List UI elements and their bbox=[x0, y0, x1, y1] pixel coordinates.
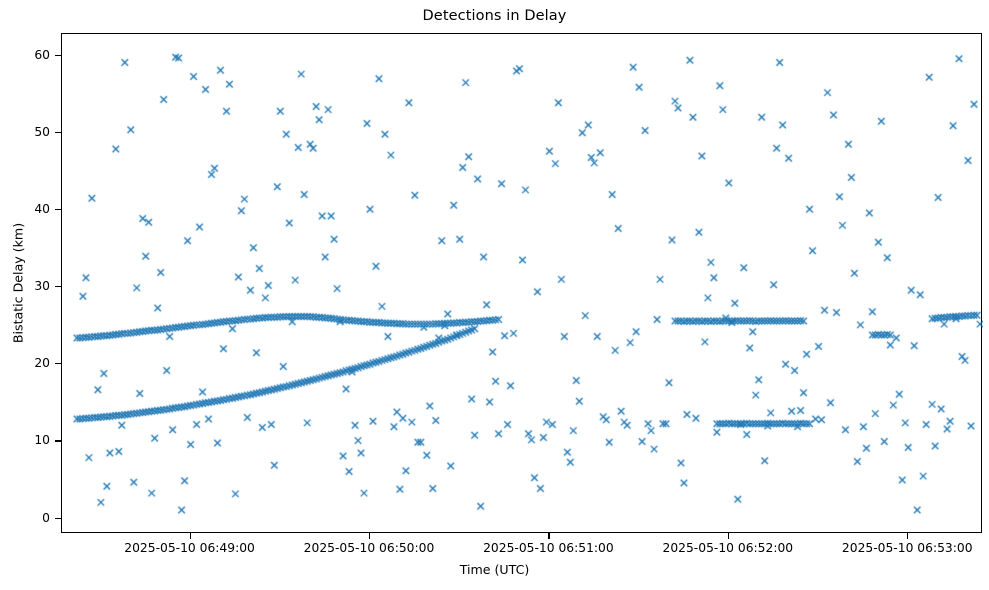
y-tick-label-group: 0 10 20 30 40 50 60 bbox=[0, 33, 50, 533]
chart-title: Detections in Delay bbox=[422, 8, 567, 24]
y-tick-mark bbox=[55, 208, 61, 211]
y-tick-mark bbox=[55, 363, 61, 365]
y-tick-label: 0 bbox=[42, 510, 50, 525]
y-tick-label: 40 bbox=[34, 201, 50, 216]
x-tick-mark bbox=[907, 533, 909, 539]
x-tick-label: 2025-05-10 06:52:00 bbox=[662, 541, 794, 555]
x-tick-label: 2025-05-10 06:49:00 bbox=[124, 541, 255, 555]
y-tick-mark bbox=[55, 286, 61, 288]
x-tick-label: 2025-05-10 06:50:00 bbox=[303, 541, 435, 555]
x-tick-label: 2025-05-10 06:53:00 bbox=[841, 541, 973, 555]
y-tick-mark bbox=[55, 440, 61, 442]
y-tick-mark bbox=[55, 54, 61, 56]
x-tick-mark bbox=[548, 533, 550, 539]
y-tick-label: 50 bbox=[34, 124, 50, 139]
y-tick-mark bbox=[55, 131, 61, 133]
x-tick-mark bbox=[189, 533, 191, 539]
scatter-points-layer bbox=[62, 34, 983, 534]
x-axis-label: Time (UTC) bbox=[459, 562, 530, 577]
plot-area bbox=[61, 33, 983, 534]
x-tick-mark bbox=[727, 533, 729, 539]
x-tick-label: 2025-05-10 06:51:00 bbox=[483, 541, 614, 555]
x-tick-mark bbox=[368, 533, 371, 539]
y-tick-label: 10 bbox=[34, 433, 50, 448]
y-tick-label: 30 bbox=[34, 279, 50, 294]
y-tick-label: 20 bbox=[34, 356, 50, 371]
y-tick-label: 60 bbox=[34, 47, 50, 62]
y-tick-mark bbox=[55, 517, 61, 519]
